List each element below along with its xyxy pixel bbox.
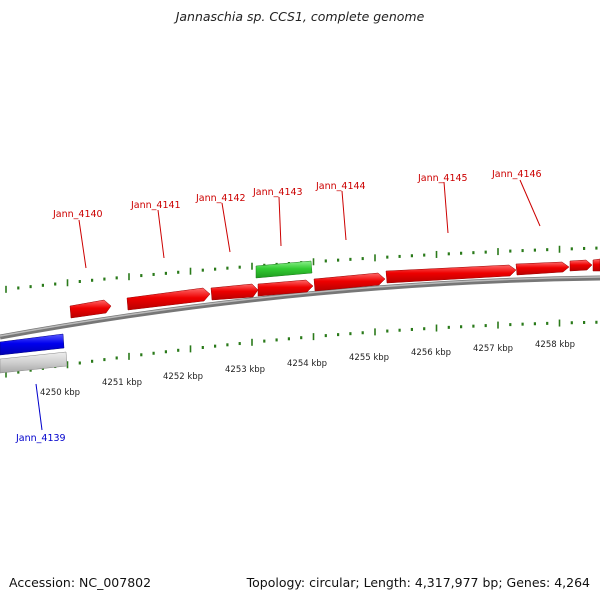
- gene-arrow-jann-4140[interactable]: [69, 299, 112, 319]
- rna-feature-green[interactable]: [255, 260, 313, 279]
- gene-label-jann-4144[interactable]: Jann_4144: [315, 181, 366, 192]
- gene-arrow-jann-4141[interactable]: [126, 287, 211, 311]
- leader-jann-4140: [78, 219, 87, 269]
- gene-label-jann-4139[interactable]: Jann_4139: [15, 433, 66, 444]
- gene-label-jann-4143[interactable]: Jann_4143: [252, 187, 303, 198]
- kbp-label-4253: 4253 kbp: [225, 365, 265, 375]
- leader-jann-4146: [519, 179, 541, 227]
- leader-jann-4141: [157, 209, 165, 259]
- kbp-label-4255: 4255 kbp: [349, 353, 389, 363]
- gene-arrow-jann-4143[interactable]: [257, 279, 314, 297]
- gene-arrow-jann-4145[interactable]: [385, 264, 517, 284]
- inner-tick-row: [5, 319, 598, 378]
- kbp-label-4252: 4252 kbp: [163, 372, 203, 382]
- map-title: Jannaschia sp. CCS1, complete genome: [175, 9, 425, 24]
- gene-label-jann-4142[interactable]: Jann_4142: [195, 193, 246, 204]
- gene-label-jann-4140[interactable]: Jann_4140: [52, 209, 103, 220]
- kbp-label-4256: 4256 kbp: [411, 348, 451, 358]
- leader-jann-4145: [443, 181, 449, 234]
- other-feature-grey[interactable]: [0, 351, 68, 374]
- genome-backbone-highlight: [0, 276, 600, 337]
- kbp-label-4251: 4251 kbp: [102, 378, 142, 388]
- accession-text: Accession: NC_007802: [9, 575, 152, 590]
- gene-arrow-jann-4142[interactable]: [210, 283, 259, 301]
- gene-label-jann-4141[interactable]: Jann_4141: [130, 200, 181, 211]
- gene-arrow-jann-4139[interactable]: [0, 333, 65, 356]
- gene-arrow-jann-4146-b[interactable]: [569, 259, 593, 272]
- gene-label-jann-4145[interactable]: Jann_4145: [417, 173, 468, 184]
- kbp-label-4258: 4258 kbp: [535, 340, 575, 350]
- kbp-label-4254: 4254 kbp: [287, 359, 327, 369]
- kbp-label-4257: 4257 kbp: [473, 344, 513, 354]
- gene-labels: Jann_4140 Jann_4141 Jann_4142 Jann_4143 …: [15, 169, 542, 444]
- genome-summary-text: Topology: circular; Length: 4,317,977 bp…: [246, 575, 590, 590]
- gene-arrow-jann-4144[interactable]: [313, 272, 386, 292]
- genome-backbone: [0, 275, 600, 340]
- leader-jann-4142: [221, 202, 231, 253]
- kbp-labels: 4250 kbp 4251 kbp 4252 kbp 4253 kbp 4254…: [40, 340, 575, 398]
- gene-label-leaders: [78, 179, 541, 269]
- gene-arrow-jann-4146-a[interactable]: [515, 261, 570, 276]
- leader-jann-4144: [341, 190, 347, 241]
- leader-jann-4139: [35, 383, 43, 431]
- gene-label-jann-4146[interactable]: Jann_4146: [491, 169, 542, 180]
- forward-gene-track: [69, 258, 600, 319]
- leader-jann-4143: [278, 196, 282, 247]
- gene-arrow-edge[interactable]: [592, 258, 600, 272]
- kbp-label-4250: 4250 kbp: [40, 388, 80, 398]
